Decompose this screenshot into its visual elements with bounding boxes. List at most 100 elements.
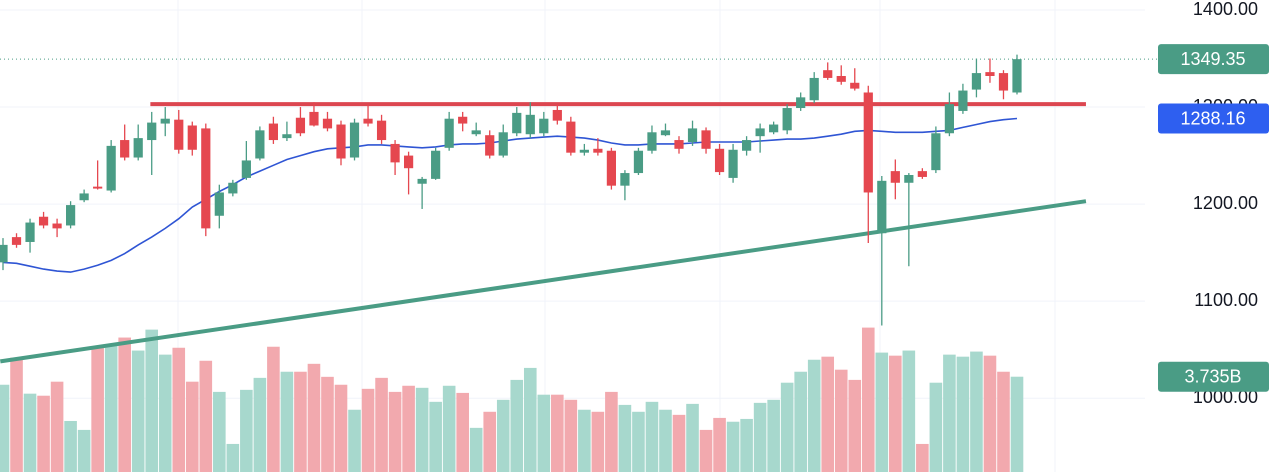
candle-body (458, 116, 468, 124)
y-tick-label: 1200.00 (1193, 193, 1258, 213)
volume-bar (64, 420, 77, 472)
volume-bar (618, 404, 632, 472)
volume-bar (145, 329, 159, 472)
volume-bar (605, 391, 618, 472)
volume-bar (510, 379, 524, 472)
candle-body (282, 134, 292, 139)
candle-body (255, 130, 265, 159)
volume-bar (564, 399, 578, 472)
volume-bar (916, 443, 929, 472)
candle-body (917, 171, 927, 177)
volume-bar (307, 363, 321, 472)
candle-body (863, 92, 873, 193)
volume-bar (875, 352, 889, 472)
volume-bar (158, 354, 172, 472)
volume-bar (956, 356, 970, 472)
candle-body (687, 128, 698, 142)
volume-bar (321, 376, 334, 472)
volume-bar (334, 384, 348, 472)
candle-body (850, 82, 860, 89)
candle-body (606, 150, 616, 186)
candle-body (11, 237, 22, 245)
candle-body (755, 128, 765, 137)
candle-body (228, 182, 238, 194)
candle-body (52, 223, 62, 229)
candle-body (485, 135, 495, 156)
candle-body (593, 148, 603, 153)
candles (0, 54, 1022, 326)
candle-body (201, 128, 211, 229)
moving-average-badge-box (1158, 103, 1269, 134)
candle-body (890, 171, 900, 183)
candle-body (160, 118, 170, 124)
candle-body (620, 173, 630, 186)
volume-bar (659, 409, 672, 472)
candle-body (471, 130, 481, 135)
candle-body (295, 117, 306, 134)
candle-body (431, 150, 441, 179)
candle-body (566, 121, 576, 153)
volume-bar (970, 351, 983, 472)
candle-body (728, 149, 738, 178)
volume-bar (23, 393, 37, 472)
candle-body (79, 193, 89, 201)
candle-body (823, 70, 833, 78)
volume-bar (997, 371, 1010, 472)
volume-bar (10, 357, 23, 472)
trend-lines (0, 102, 1087, 364)
volume-bar (253, 377, 267, 472)
volume-bar (104, 344, 118, 472)
candle-body (769, 124, 779, 133)
volume-bar (523, 367, 537, 472)
candle-body (25, 222, 35, 242)
candle-body (539, 118, 549, 134)
volume-bar (0, 384, 10, 472)
volume-bar (699, 429, 713, 472)
y-tick-label: 1100.00 (1194, 290, 1258, 310)
volume-bar (726, 421, 740, 472)
volume-bar (402, 385, 415, 472)
volume-bar (496, 399, 510, 472)
candle-body (93, 186, 103, 189)
candle-body (931, 133, 941, 171)
volume-bar (361, 388, 375, 472)
volume-bar (753, 402, 767, 472)
volume-bar (185, 381, 199, 472)
candle-body (998, 73, 1009, 91)
volume-bar (632, 411, 645, 472)
volume-bar (767, 399, 780, 472)
candle-body (701, 130, 711, 149)
candle-body (417, 178, 427, 184)
candle-body (742, 140, 752, 151)
candle-body (552, 109, 562, 121)
candle-body (633, 150, 644, 174)
candle-body (904, 174, 914, 183)
candle-body (944, 104, 954, 134)
volume-bar (388, 391, 402, 472)
volume-bar (807, 359, 821, 472)
volume-bar (456, 392, 469, 472)
volume-bar (429, 401, 442, 472)
volume-bar (861, 327, 875, 472)
candle-body (309, 111, 319, 126)
volume-badge: 3.735B (1158, 361, 1269, 392)
volume-bar (794, 371, 807, 472)
candle-body (0, 244, 8, 263)
volume-bar (834, 369, 848, 472)
candle-body (336, 124, 346, 159)
candle-body (647, 132, 657, 151)
volume-bar (442, 385, 456, 472)
candle-body (782, 108, 792, 131)
candle-body (147, 122, 157, 141)
candle-body (525, 114, 535, 135)
candle-body (1012, 59, 1022, 93)
volume-bar (713, 417, 726, 472)
volume-badge-text: 3.735B (1184, 366, 1241, 386)
volume-bar (267, 346, 280, 472)
candle-body (674, 140, 684, 149)
candle-body (349, 122, 360, 158)
volume-bar (578, 409, 591, 472)
candle-body (268, 123, 278, 141)
